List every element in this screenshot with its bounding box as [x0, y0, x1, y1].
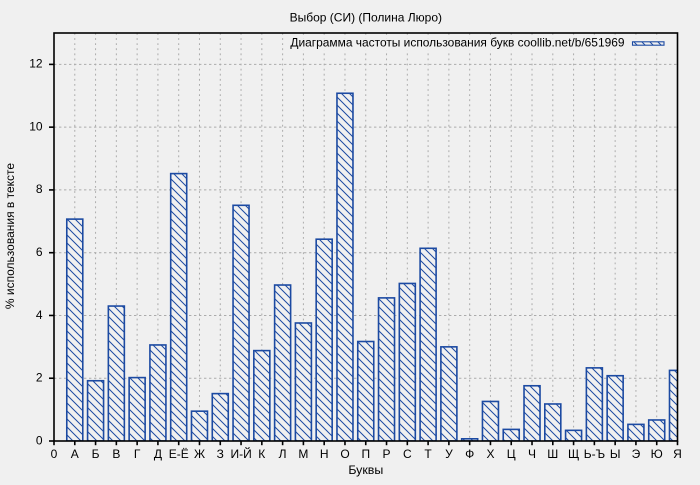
svg-text:6: 6 — [36, 245, 43, 259]
svg-text:Д: Д — [154, 447, 162, 461]
svg-text:Ы: Ы — [610, 447, 621, 461]
svg-text:Ф: Ф — [465, 447, 474, 461]
svg-text:Л: Л — [279, 447, 287, 461]
svg-text:Т: Т — [424, 447, 432, 461]
svg-text:П: П — [361, 447, 370, 461]
svg-text:Б: Б — [92, 447, 100, 461]
svg-text:К: К — [258, 447, 265, 461]
svg-text:8: 8 — [36, 182, 43, 196]
svg-text:У: У — [445, 447, 453, 461]
svg-text:Ь-Ъ: Ь-Ъ — [584, 447, 605, 461]
svg-text:Е-Ё: Е-Ё — [169, 447, 189, 461]
svg-text:Я: Я — [673, 447, 682, 461]
svg-text:З: З — [217, 447, 224, 461]
svg-text:Ж: Ж — [194, 447, 205, 461]
svg-text:А: А — [71, 447, 79, 461]
svg-text:Ш: Ш — [547, 447, 558, 461]
svg-text:Х: Х — [486, 447, 494, 461]
svg-text:Буквы: Буквы — [348, 463, 383, 477]
svg-text:% использования в тексте: % использования в тексте — [3, 163, 17, 309]
svg-text:10: 10 — [29, 120, 43, 134]
svg-text:Ч: Ч — [528, 447, 536, 461]
svg-text:С: С — [403, 447, 412, 461]
svg-text:0: 0 — [51, 447, 58, 461]
svg-text:М: М — [298, 447, 308, 461]
svg-text:12: 12 — [29, 57, 43, 71]
svg-text:В: В — [112, 447, 120, 461]
svg-text:О: О — [340, 447, 349, 461]
svg-text:Выбор (СИ) (Полина Люро): Выбор (СИ) (Полина Люро) — [290, 10, 442, 24]
svg-text:Ю: Ю — [651, 447, 663, 461]
svg-text:Диаграмма частоты использовани: Диаграмма частоты использования букв coo… — [290, 35, 624, 49]
svg-text:И-Й: И-Й — [230, 446, 251, 461]
svg-text:Щ: Щ — [568, 447, 579, 461]
svg-text:Э: Э — [632, 447, 641, 461]
svg-text:4: 4 — [36, 308, 43, 322]
svg-text:Ц: Ц — [507, 447, 516, 461]
svg-text:0: 0 — [36, 433, 43, 447]
svg-text:2: 2 — [36, 371, 43, 385]
svg-text:Н: Н — [320, 447, 329, 461]
svg-text:Р: Р — [382, 447, 390, 461]
svg-text:Г: Г — [134, 447, 141, 461]
